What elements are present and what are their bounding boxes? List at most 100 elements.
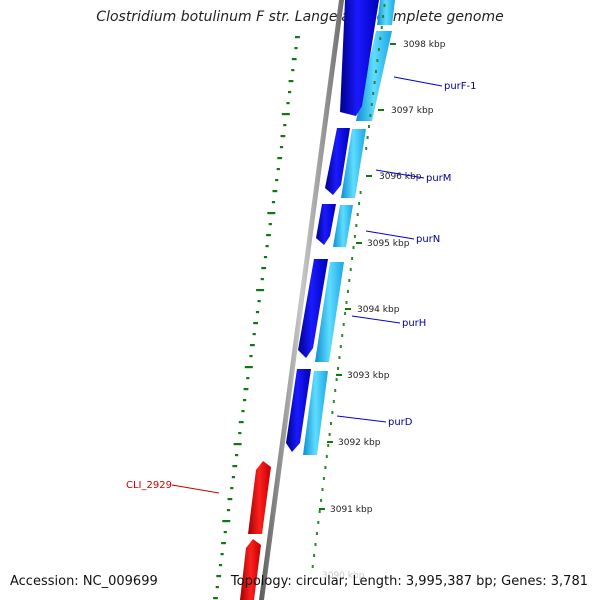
gc-skew-dash: [263, 256, 268, 259]
gc-skew-dash: [253, 322, 258, 325]
scale-dot: [355, 224, 358, 227]
scale-dot: [369, 114, 372, 117]
kbp-tick-marks: [319, 43, 396, 510]
gene-purD-arrow: [286, 369, 311, 452]
gene-label-CLI_2929[interactable]: CLI_2929: [126, 480, 172, 491]
scale-dot: [315, 532, 318, 535]
scale-dot: [368, 125, 370, 128]
leader-purM: [375, 169, 425, 179]
gc-skew-dash: [279, 146, 284, 149]
gene-purH-light: [315, 262, 344, 362]
scale-dot: [365, 147, 368, 150]
scale-dot: [339, 345, 342, 348]
gene-purH-arrow: [298, 259, 328, 358]
scale-dot: [331, 411, 334, 414]
scale-dot: [372, 92, 375, 95]
gc-skew-dash: [257, 300, 261, 303]
scale-dot: [366, 136, 369, 139]
scale-dot: [320, 499, 323, 502]
gene-label-purM[interactable]: purM: [426, 173, 451, 184]
gc-skew-dash: [283, 124, 287, 127]
scale-dot: [373, 81, 376, 84]
gc-skew-dash: [268, 223, 272, 226]
gc-skew-dash: [244, 366, 253, 369]
gc-skew-dash: [223, 531, 227, 534]
gene-purF-1-top-light: [377, 0, 395, 25]
scale-dot: [322, 477, 325, 480]
leader-purN: [365, 230, 415, 240]
gene-label-purF-1[interactable]: purF-1: [444, 81, 477, 92]
forward-gene-track-light: [303, 0, 395, 455]
tick-label-3093: 3093 kbp: [347, 371, 390, 381]
gene-label-purN[interactable]: purN: [416, 234, 440, 245]
scale-dot: [346, 290, 349, 293]
gene-label-purH[interactable]: purH: [402, 318, 426, 329]
gene-purD-light: [303, 371, 328, 455]
gc-skew-dash: [288, 91, 292, 94]
scale-dot: [380, 26, 383, 29]
scale-dot: [313, 554, 316, 557]
scale-dot: [351, 257, 354, 260]
scale-dot: [375, 70, 377, 73]
scale-dot: [318, 510, 321, 513]
gc-skew-dash: [238, 432, 242, 435]
gc-skew-dash: [276, 168, 280, 171]
gc-skew-dash: [286, 102, 290, 105]
tick-label-3090: 3090 kbp: [322, 571, 365, 581]
gc-skew-dash: [267, 212, 276, 215]
scale-dot: [314, 543, 317, 546]
gc-skew-dash: [294, 47, 298, 50]
scale-dot: [328, 433, 331, 436]
scale-dot: [330, 422, 332, 425]
gc-skew-dash: [233, 443, 242, 446]
gene-purN-arrow: [316, 204, 336, 245]
gc-skew-dash: [271, 201, 276, 204]
leader-purF-1: [393, 76, 443, 87]
gene-CLI_2929-next-arrow: [240, 539, 261, 600]
gene-labels: purF-1 purM purN purH purD CLI_2929: [126, 81, 477, 491]
topology-summary: Topology: circular; Length: 3,995,387 bp…: [230, 574, 588, 589]
scale-dot: [345, 301, 348, 304]
gene-CLI_2929-arrow: [248, 461, 271, 534]
gc-skew-dash: [243, 388, 249, 391]
accession-text: Accession: NC_009699: [10, 574, 158, 589]
gene-label-leaders: [171, 76, 443, 494]
gc-skew-dash: [277, 157, 283, 160]
gc-skew-dash: [291, 69, 295, 72]
leader-CLI_2929: [171, 484, 220, 494]
scale-dot: [325, 455, 328, 458]
gc-skew-dash: [265, 245, 269, 248]
gc-skew-dash: [246, 377, 250, 380]
gene-purM-light: [341, 129, 366, 198]
scale-dot: [359, 191, 362, 194]
gc-skew-dash: [227, 498, 233, 501]
kbp-tick-labels: 3098 kbp 3097 kbp 3096 kbp 3095 kbp 3094…: [322, 40, 446, 581]
scale-dot: [342, 323, 345, 326]
gene-label-purD[interactable]: purD: [388, 417, 413, 428]
gc-skew-dash: [213, 597, 218, 600]
gc-skew-dash: [220, 553, 224, 556]
gc-skew-dash: [260, 278, 264, 281]
gc-skew-dash: [243, 399, 247, 402]
tick-label-3097: 3097 kbp: [391, 106, 434, 116]
scale-dot: [324, 466, 327, 469]
gc-skew-dash: [272, 190, 278, 193]
reverse-gene-track: [240, 461, 271, 600]
gc-skew-dashes-left: [213, 36, 300, 600]
gc-skew-dash: [252, 333, 256, 336]
gc-skew-dash: [238, 421, 244, 424]
scale-dot: [358, 202, 361, 205]
gc-skew-dash: [266, 234, 271, 237]
scale-dot: [332, 400, 335, 403]
tick-label-3092: 3092 kbp: [338, 438, 381, 448]
forward-gene-track-dark: [286, 0, 379, 452]
gc-skew-dash: [232, 465, 238, 468]
gc-skew-dash: [221, 542, 226, 545]
gc-skew-dash: [215, 586, 219, 589]
scale-dot: [321, 488, 324, 491]
gene-purM-arrow: [325, 128, 350, 195]
gc-skew-dash: [226, 509, 231, 512]
gene-purF-1-light: [356, 31, 392, 121]
gc-skew-dash: [291, 58, 297, 61]
